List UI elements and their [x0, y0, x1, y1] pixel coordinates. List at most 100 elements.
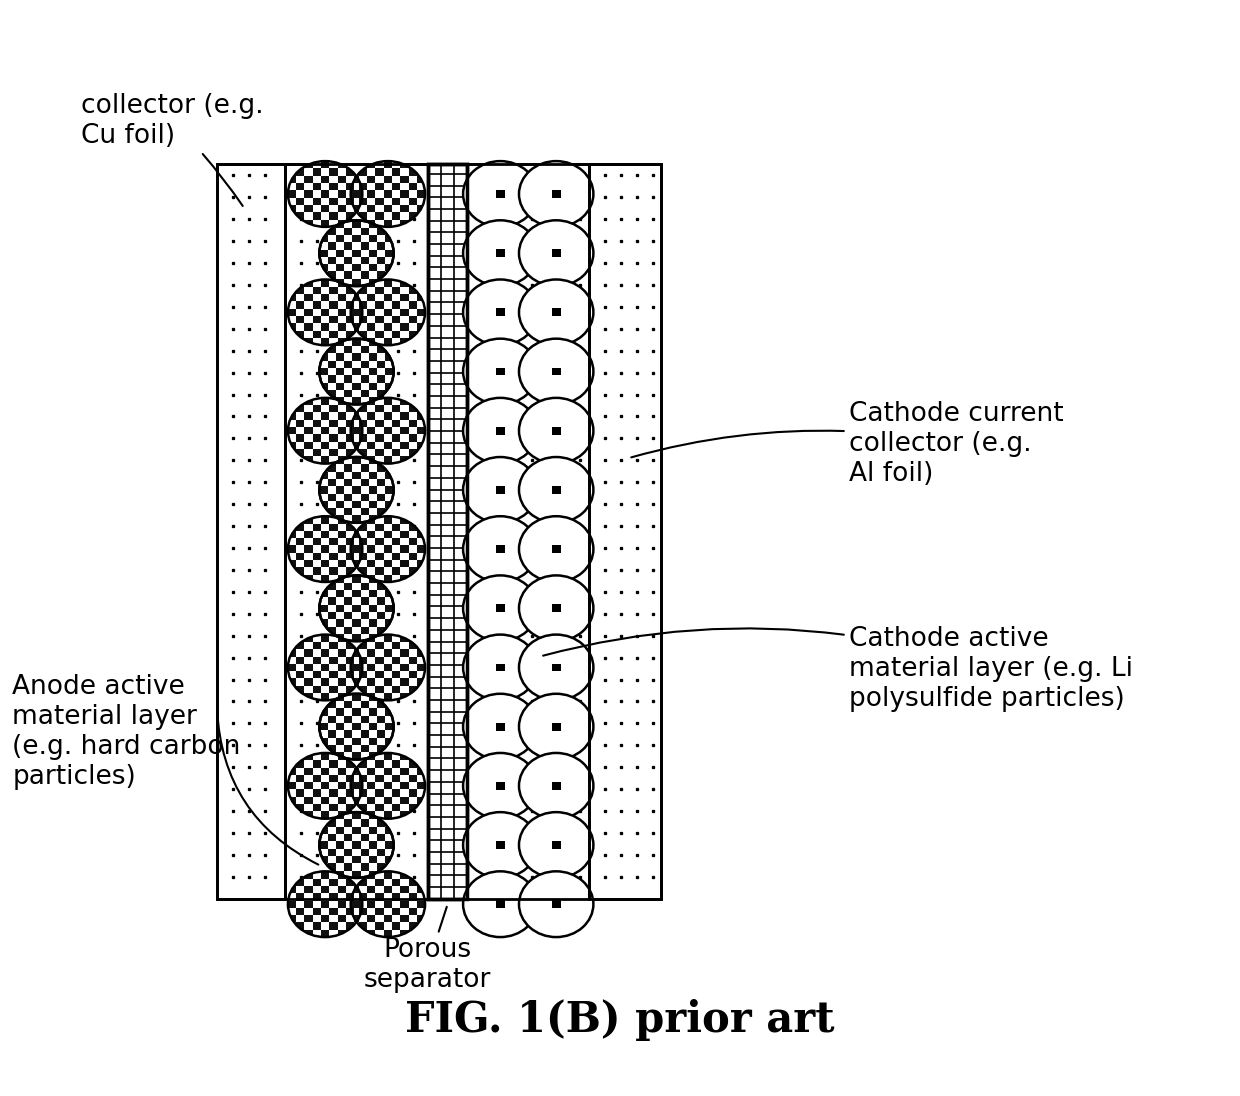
Bar — [496, 308, 505, 317]
Bar — [321, 205, 330, 213]
Bar — [367, 427, 376, 434]
Bar — [386, 353, 393, 361]
Bar — [346, 197, 355, 205]
Bar — [367, 693, 376, 700]
Bar — [496, 545, 505, 553]
Bar — [377, 256, 386, 264]
Bar — [386, 826, 393, 834]
Bar — [337, 323, 346, 331]
Bar — [392, 316, 401, 323]
Bar — [321, 797, 330, 804]
Bar — [319, 501, 327, 509]
Bar — [428, 164, 467, 899]
Bar — [355, 191, 362, 197]
Bar — [377, 701, 386, 708]
Bar — [346, 524, 355, 530]
Bar — [383, 560, 392, 568]
Bar — [383, 191, 392, 197]
Bar — [346, 642, 355, 649]
Bar — [377, 346, 386, 353]
Bar — [336, 501, 343, 509]
Bar — [361, 864, 368, 870]
Bar — [355, 412, 362, 420]
Bar — [368, 708, 377, 716]
Bar — [377, 272, 386, 278]
Bar — [361, 465, 368, 471]
Bar — [351, 783, 358, 789]
Bar — [312, 331, 321, 338]
Bar — [367, 929, 376, 937]
Bar — [361, 597, 368, 605]
Bar — [367, 886, 376, 893]
Bar — [361, 820, 368, 826]
Bar — [367, 811, 376, 819]
Bar — [386, 397, 393, 404]
Bar — [337, 797, 346, 804]
Bar — [355, 530, 362, 538]
Bar — [312, 686, 321, 693]
Bar — [351, 901, 358, 907]
Bar — [327, 583, 336, 590]
Bar — [392, 893, 401, 901]
Bar — [336, 590, 343, 597]
Bar — [376, 169, 383, 175]
Bar — [386, 368, 393, 375]
Bar — [355, 678, 362, 686]
Bar — [305, 456, 312, 464]
Bar — [392, 197, 401, 205]
Bar — [305, 323, 312, 331]
Bar — [417, 678, 425, 686]
Bar — [327, 479, 336, 487]
Bar — [368, 870, 377, 878]
Bar — [321, 560, 330, 568]
Bar — [336, 397, 343, 404]
Bar — [337, 886, 346, 893]
Bar — [305, 797, 312, 804]
Bar — [336, 353, 343, 361]
Bar — [288, 338, 296, 345]
Bar — [376, 449, 383, 456]
Bar — [417, 635, 425, 642]
Bar — [361, 716, 368, 723]
Bar — [386, 842, 393, 848]
Bar — [355, 693, 362, 700]
Bar — [352, 353, 361, 361]
Bar — [368, 619, 377, 627]
Bar — [386, 457, 393, 465]
Bar — [346, 420, 355, 427]
Bar — [367, 175, 376, 183]
Bar — [358, 316, 367, 323]
Circle shape — [288, 279, 362, 345]
Bar — [319, 738, 327, 745]
Bar — [408, 197, 417, 205]
Bar — [330, 893, 337, 901]
Bar — [386, 619, 393, 627]
Bar — [368, 619, 377, 627]
Bar — [352, 220, 361, 228]
Bar — [337, 783, 346, 789]
Bar — [361, 745, 368, 752]
Bar — [327, 272, 336, 278]
Bar — [346, 789, 355, 797]
Bar — [392, 301, 401, 309]
Circle shape — [288, 398, 362, 464]
Bar — [346, 406, 355, 412]
Bar — [368, 368, 377, 375]
Bar — [383, 901, 392, 907]
Bar — [386, 515, 393, 523]
Bar — [305, 753, 312, 761]
Bar — [552, 190, 560, 198]
Bar — [351, 560, 358, 568]
Bar — [305, 886, 312, 893]
Bar — [386, 812, 393, 820]
Bar — [296, 316, 305, 323]
Bar — [319, 471, 327, 479]
Bar — [401, 338, 408, 345]
Bar — [327, 583, 336, 590]
Bar — [352, 471, 361, 479]
Bar — [352, 752, 361, 760]
Bar — [319, 856, 327, 864]
Circle shape — [351, 279, 425, 345]
Bar — [312, 420, 321, 427]
Bar — [368, 250, 377, 256]
